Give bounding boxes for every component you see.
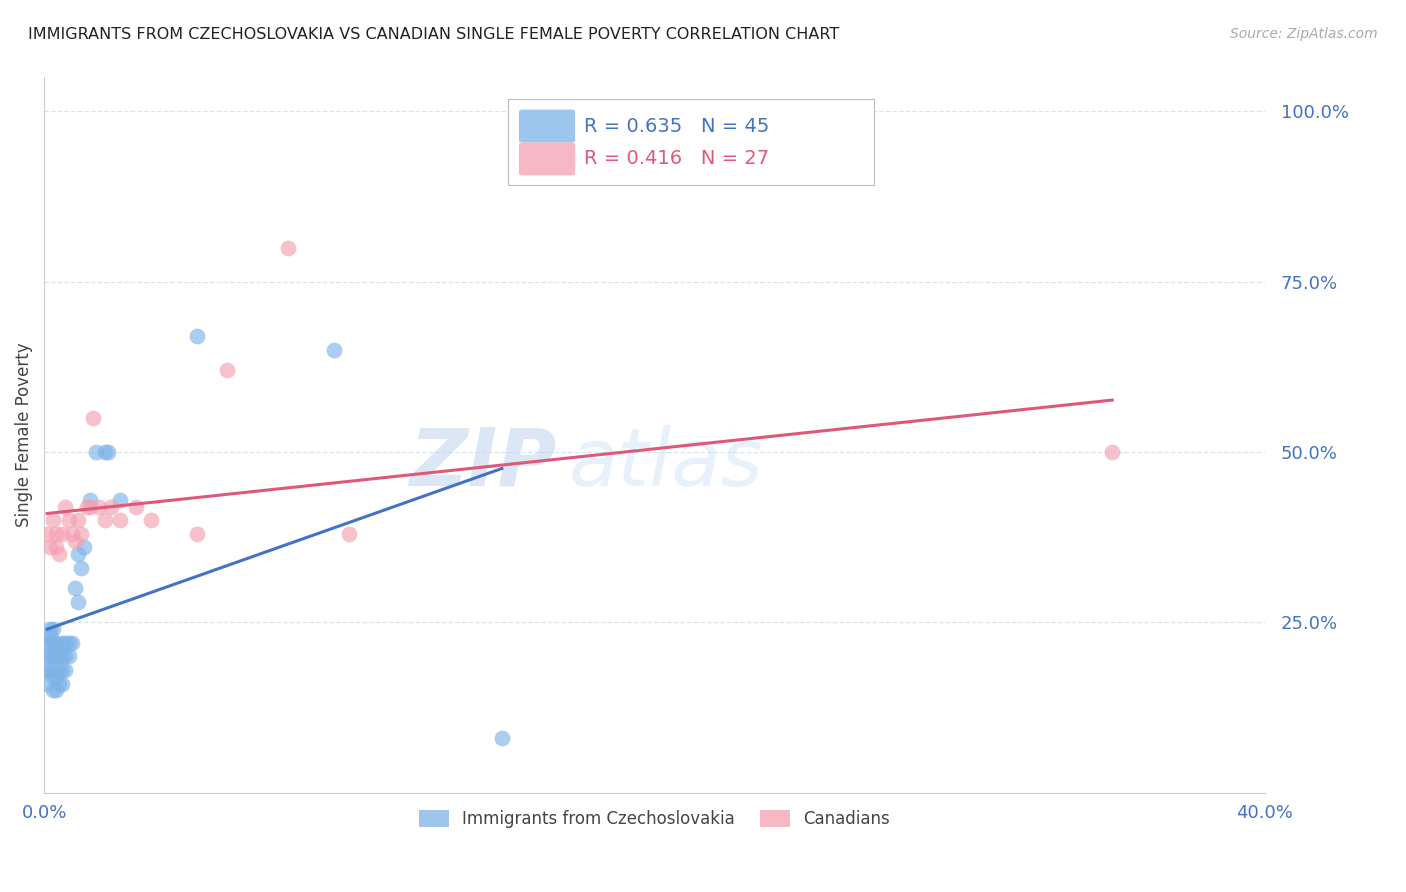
Point: [84, 445, 107, 459]
Text: Source: ZipAtlas.com: Source: ZipAtlas.com: [1230, 27, 1378, 41]
Point: [42, 663, 65, 677]
FancyBboxPatch shape: [508, 99, 875, 185]
Point: [277, 241, 299, 255]
Point: [37, 649, 59, 664]
Point: [87, 500, 110, 514]
Point: [45, 649, 67, 664]
Point: [76, 500, 98, 514]
Point: [37, 526, 59, 541]
Point: [94, 513, 117, 527]
Point: [55, 636, 77, 650]
Point: [63, 582, 86, 596]
Point: [55, 649, 77, 664]
Point: [186, 526, 208, 541]
Point: [66, 547, 89, 561]
Point: [139, 513, 162, 527]
Point: [66, 595, 89, 609]
Point: [58, 636, 80, 650]
Point: [37, 676, 59, 690]
Point: [94, 445, 117, 459]
Point: [45, 683, 67, 698]
Point: [79, 500, 101, 514]
Point: [37, 663, 59, 677]
Point: [51, 649, 73, 664]
Point: [37, 636, 59, 650]
Point: [100, 500, 122, 514]
Point: [45, 541, 67, 555]
Point: [63, 533, 86, 548]
Point: [42, 636, 65, 650]
Legend: Immigrants from Czechoslovakia, Canadians: Immigrants from Czechoslovakia, Canadian…: [412, 803, 897, 834]
Point: [42, 683, 65, 698]
Point: [48, 663, 70, 677]
Point: [48, 547, 70, 561]
Point: [48, 649, 70, 664]
Point: [42, 649, 65, 664]
Point: [337, 526, 360, 541]
Point: [66, 513, 89, 527]
FancyBboxPatch shape: [519, 110, 575, 143]
Point: [97, 445, 120, 459]
Point: [45, 670, 67, 684]
Point: [45, 526, 67, 541]
Point: [491, 731, 513, 746]
Point: [42, 513, 65, 527]
Point: [73, 541, 96, 555]
Point: [323, 343, 346, 357]
Text: R = 0.416   N = 27: R = 0.416 N = 27: [583, 150, 769, 169]
Point: [42, 622, 65, 636]
Text: R = 0.635   N = 45: R = 0.635 N = 45: [583, 117, 769, 136]
Point: [51, 526, 73, 541]
FancyBboxPatch shape: [519, 143, 575, 176]
Point: [69, 526, 91, 541]
Text: IMMIGRANTS FROM CZECHOSLOVAKIA VS CANADIAN SINGLE FEMALE POVERTY CORRELATION CHA: IMMIGRANTS FROM CZECHOSLOVAKIA VS CANADI…: [28, 27, 839, 42]
Point: [51, 676, 73, 690]
Point: [124, 500, 146, 514]
Point: [82, 411, 104, 425]
Point: [39, 663, 62, 677]
Point: [69, 561, 91, 575]
Point: [48, 676, 70, 690]
Point: [110, 513, 132, 527]
Point: [58, 649, 80, 664]
Point: [51, 663, 73, 677]
Point: [186, 329, 208, 343]
Point: [55, 663, 77, 677]
Point: [42, 670, 65, 684]
Point: [79, 492, 101, 507]
Point: [1101, 445, 1123, 459]
Point: [60, 636, 83, 650]
Point: [51, 636, 73, 650]
Y-axis label: Single Female Poverty: Single Female Poverty: [15, 343, 32, 527]
Point: [39, 636, 62, 650]
Text: atlas: atlas: [569, 425, 763, 503]
Point: [60, 526, 83, 541]
Point: [110, 492, 132, 507]
Point: [39, 622, 62, 636]
Point: [58, 513, 80, 527]
Point: [39, 649, 62, 664]
Point: [39, 541, 62, 555]
Point: [45, 636, 67, 650]
Text: ZIP: ZIP: [409, 425, 557, 503]
Point: [55, 500, 77, 514]
Point: [217, 363, 239, 377]
Point: [39, 629, 62, 643]
